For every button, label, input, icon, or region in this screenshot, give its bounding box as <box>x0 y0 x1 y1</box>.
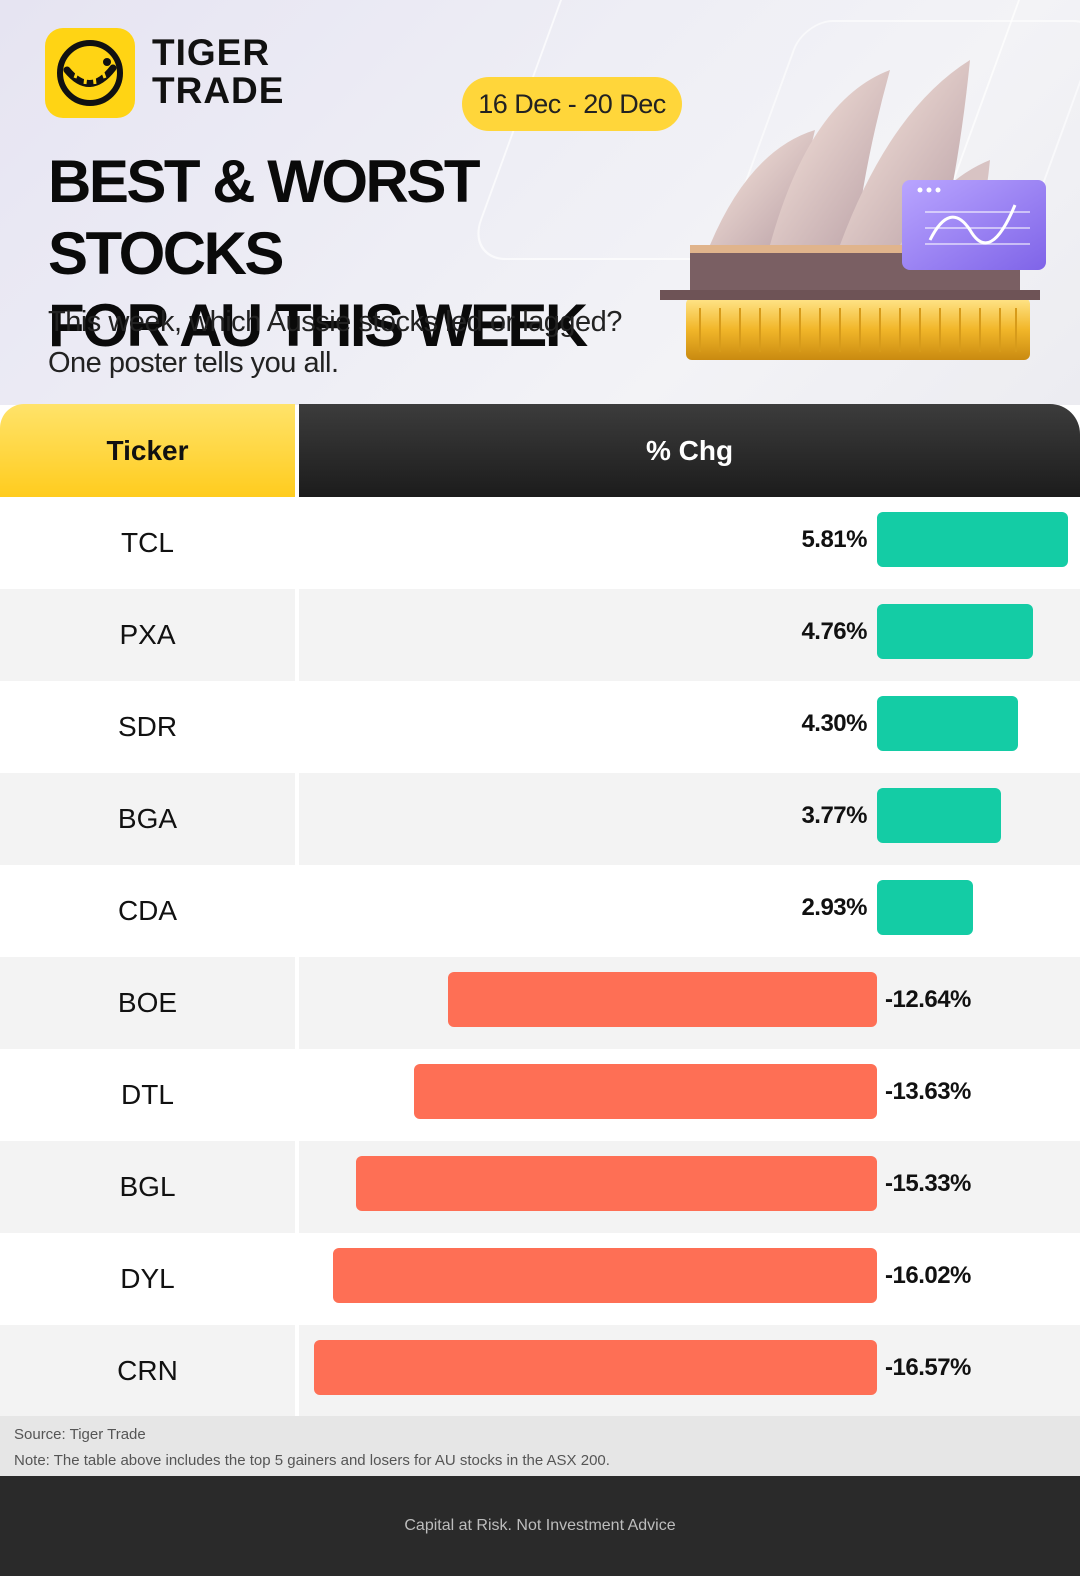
change-value-label: 2.93% <box>801 894 867 921</box>
column-separator <box>295 681 299 773</box>
ticker-label: CRN <box>117 1355 178 1386</box>
sydney-opera-house-icon <box>660 60 1046 360</box>
table-row: BGL -15.33% <box>0 1141 1080 1233</box>
change-bar <box>877 696 1018 751</box>
title-line1: BEST & WORST STOCKS <box>48 148 481 287</box>
table-row: CRN -16.57% <box>0 1325 1080 1417</box>
table-row: BOE -12.64% <box>0 957 1080 1049</box>
ticker-label: DTL <box>121 1079 174 1110</box>
ticker-label: DYL <box>120 1263 175 1294</box>
change-value-label: 3.77% <box>801 802 867 829</box>
column-separator <box>295 773 299 865</box>
table-row: SDR 4.30% <box>0 681 1080 773</box>
title-line2: FOR AU THIS WEEK <box>48 292 588 359</box>
subtitle-line2: One poster tells you all. <box>48 347 339 379</box>
change-bar <box>877 880 973 935</box>
column-separator <box>295 497 299 589</box>
table-row: PXA 4.76% <box>0 589 1080 681</box>
change-bar <box>877 788 1001 843</box>
change-bar <box>414 1064 877 1119</box>
note-text: Note: The table above includes the top 5… <box>14 1452 610 1469</box>
change-value-label: -15.33% <box>885 1170 971 1197</box>
tiger-logo-icon <box>45 28 135 118</box>
table-row: BGA 3.77% <box>0 773 1080 865</box>
column-separator <box>295 1049 299 1141</box>
table-row: CDA 2.93% <box>0 865 1080 957</box>
change-value-label: -16.02% <box>885 1262 971 1289</box>
change-value-label: -12.64% <box>885 986 971 1013</box>
column-separator <box>295 1141 299 1233</box>
ticker-label: BGA <box>117 803 178 834</box>
column-separator <box>295 1233 299 1325</box>
table-row: TCL 5.81% <box>0 497 1080 589</box>
header-banner: TIGER TRADE 16 Dec - 20 Dec BEST & WORST… <box>0 0 1080 405</box>
ticker-label: CDA <box>117 895 178 926</box>
source-notes: Source: Tiger Trade Note: The table abov… <box>0 1416 1080 1476</box>
ticker-label: SDR <box>117 711 178 742</box>
change-value-label: 4.76% <box>801 618 867 645</box>
ticker-label: TCL <box>121 527 174 558</box>
date-range-badge: 16 Dec - 20 Dec <box>462 77 682 131</box>
subtitle-line1: This week, which Aussie stocks led or la… <box>48 306 622 338</box>
brand-name: TIGER TRADE <box>152 34 284 110</box>
table-row: DTL -13.63% <box>0 1049 1080 1141</box>
column-separator <box>295 957 299 1049</box>
change-bar <box>877 512 1068 567</box>
change-bar <box>877 604 1033 659</box>
brand-name-line1: TIGER <box>152 32 271 73</box>
table-header: Ticker % Chg <box>0 404 1080 497</box>
page-subtitle: This week, which Aussie stocks led or la… <box>48 302 708 384</box>
table-row: DYL -16.02% <box>0 1233 1080 1325</box>
column-separator <box>295 1325 299 1417</box>
change-value-label: -13.63% <box>885 1078 971 1105</box>
ticker-label: BOE <box>117 987 178 1018</box>
change-bar <box>448 972 877 1027</box>
stock-table: TCL 5.81% PXA 4.76% SDR 4.30% BGA 3.77% CDA 2.93%… <box>0 497 1080 1417</box>
brand-name-line2: TRADE <box>152 70 285 111</box>
footer-disclaimer: Capital at Risk. Not Investment Advice <box>0 1476 1080 1576</box>
change-bar <box>314 1340 877 1395</box>
change-value-label: -16.57% <box>885 1354 971 1381</box>
change-bar <box>356 1156 877 1211</box>
column-header-change: % Chg <box>299 404 1080 497</box>
column-header-ticker: Ticker <box>0 404 295 497</box>
ticker-label: PXA <box>119 619 176 650</box>
change-bar <box>333 1248 877 1303</box>
change-value-label: 4.30% <box>801 710 867 737</box>
change-value-label: 5.81% <box>801 526 867 553</box>
source-text: Source: Tiger Trade <box>14 1426 146 1443</box>
column-separator <box>295 589 299 681</box>
ticker-label: BGL <box>119 1171 176 1202</box>
column-separator <box>295 865 299 957</box>
page-title: BEST & WORST STOCKS FOR AU THIS WEEK <box>48 146 708 362</box>
